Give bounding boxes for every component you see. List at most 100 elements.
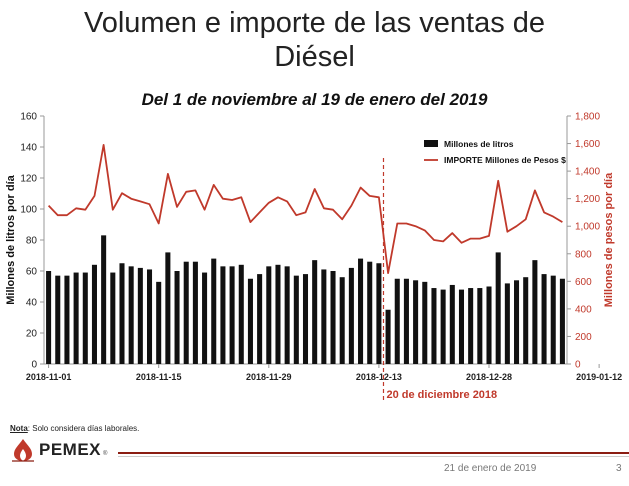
bar <box>119 263 125 364</box>
bar <box>293 275 299 364</box>
left-tick-label: 140 <box>20 143 37 154</box>
bar <box>422 281 428 364</box>
x-tick-label: 2019-01-12 <box>576 372 622 382</box>
bar <box>413 280 419 364</box>
right-tick-label: 1,200 <box>575 194 600 205</box>
bar <box>385 309 391 364</box>
bar <box>376 263 382 364</box>
bar <box>514 280 520 364</box>
bar <box>541 274 547 364</box>
left-axis-title: Millones de litros por día <box>5 174 17 304</box>
bar <box>137 267 143 364</box>
bar <box>247 278 253 364</box>
slide-title-line1: Volumen e importe de las ventas de <box>83 7 546 39</box>
pemex-flame-icon <box>12 439 34 462</box>
page-number: 3 <box>616 463 622 474</box>
bar <box>284 266 290 364</box>
bar <box>330 271 336 364</box>
bar <box>358 258 364 364</box>
x-tick-label: 2018-12-13 <box>356 372 402 382</box>
bar <box>394 278 400 364</box>
legend-label-line: IMPORTE Millones de Pesos $ <box>444 155 566 165</box>
x-tick-label: 2018-11-01 <box>26 372 72 382</box>
bar <box>486 286 492 364</box>
bar <box>449 284 455 364</box>
right-tick-label: 1,800 <box>575 112 600 123</box>
bar <box>220 266 226 364</box>
pemex-logo: PEMEX ® <box>10 438 107 462</box>
bar <box>165 252 171 364</box>
bar <box>266 266 272 364</box>
legend-swatch-bars <box>424 140 438 147</box>
bar <box>458 289 465 364</box>
footer-date: 21 de enero de 2019 <box>444 463 537 474</box>
bar <box>339 277 345 364</box>
right-tick-label: 1,000 <box>575 222 600 233</box>
bar <box>440 289 446 364</box>
bar <box>73 272 79 364</box>
footnote: Nota: Solo considera días laborales. <box>10 424 139 433</box>
importe-line <box>47 143 563 275</box>
footnote-label: Nota <box>10 424 28 433</box>
x-tick-label: 2018-11-29 <box>246 372 292 382</box>
bar <box>275 264 281 364</box>
annotation-label: 20 de diciembre 2018 <box>386 389 497 401</box>
bar <box>550 275 556 364</box>
bar <box>202 272 208 364</box>
bar <box>110 272 116 364</box>
slide-title: Volumen e importe de las ventas de Diése… <box>0 6 629 74</box>
left-tick-label: 60 <box>26 267 38 278</box>
bar <box>477 288 483 364</box>
bar <box>468 288 474 364</box>
left-tick-label: 20 <box>26 329 38 340</box>
bar <box>91 264 97 364</box>
bar <box>367 261 373 364</box>
bar <box>146 269 153 364</box>
bar <box>174 271 180 364</box>
left-tick-label: 120 <box>20 174 37 185</box>
footer-rule-gray <box>118 456 629 457</box>
bar <box>348 267 354 364</box>
right-tick-label: 200 <box>575 332 592 343</box>
bar <box>82 272 88 364</box>
bar <box>495 252 501 364</box>
slide-title-line2: Diésel <box>274 41 355 73</box>
bar <box>559 278 565 364</box>
footer-rule-red <box>118 452 629 454</box>
bar <box>101 235 107 364</box>
bar <box>183 261 189 364</box>
bar <box>532 260 538 364</box>
bar <box>156 281 162 364</box>
right-tick-label: 400 <box>575 304 592 315</box>
right-tick-label: 1,600 <box>575 139 600 150</box>
bar <box>312 260 318 364</box>
left-tick-label: 40 <box>26 298 38 309</box>
left-tick-label: 100 <box>20 205 37 216</box>
bar <box>504 283 510 364</box>
right-tick-label: 0 <box>575 360 581 371</box>
right-axis-title: Millones de pesos por día <box>603 172 615 307</box>
bar <box>211 258 217 364</box>
bar <box>321 269 327 364</box>
legend-label-bars: Millones de litros <box>444 139 514 149</box>
logo-registered-mark: ® <box>103 451 108 457</box>
slide-subtitle: Del 1 de noviembre al 19 de enero del 20… <box>141 90 488 109</box>
footnote-text: : Solo considera días laborales. <box>27 424 140 433</box>
logo-text: PEMEX <box>39 440 102 459</box>
right-tick-label: 800 <box>575 249 592 260</box>
bar <box>46 271 52 364</box>
bar <box>257 274 263 364</box>
x-tick-label: 2018-11-15 <box>136 372 182 382</box>
bar <box>55 275 61 364</box>
right-tick-label: 1,400 <box>575 167 600 178</box>
bar <box>403 278 409 364</box>
x-tick-label: 2018-12-28 <box>466 372 512 382</box>
bar <box>523 277 529 364</box>
bar <box>302 274 309 364</box>
bar <box>64 275 70 364</box>
bar <box>229 266 235 364</box>
left-tick-label: 160 <box>20 112 37 123</box>
left-tick-label: 0 <box>31 360 37 371</box>
bar <box>431 288 437 364</box>
